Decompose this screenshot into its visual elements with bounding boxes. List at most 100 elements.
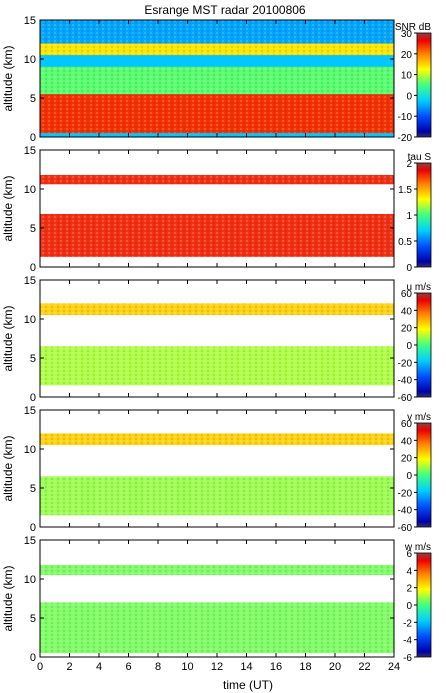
y-tick-label: 5	[30, 223, 36, 235]
y-tick-label: 10	[24, 54, 36, 66]
x-tick-label: 24	[388, 661, 400, 673]
colorbar-tick-label: 6	[406, 549, 412, 560]
colorbar-tick-label: -6	[403, 653, 412, 664]
colorbar-label: w m/s	[404, 542, 431, 553]
colorbar-tick-label: 40	[401, 436, 413, 447]
data-texture	[40, 346, 394, 386]
y-axis-label: altitude (km)	[1, 305, 15, 371]
colorbar-tick-label: 20	[401, 454, 413, 465]
colorbar-tick-label: -60	[398, 393, 413, 404]
colorbar-tick-label: -20	[398, 488, 413, 499]
data-texture	[40, 433, 394, 446]
data-texture	[40, 564, 394, 576]
x-tick-label: 0	[37, 661, 43, 673]
colorbar-tick-label: 40	[401, 306, 413, 317]
colorbar-tick-label: -2	[403, 618, 412, 629]
colorbar-tick-label: 30	[401, 29, 413, 40]
colorbar-tick-label: 0	[406, 91, 412, 102]
colorbar	[416, 422, 432, 528]
x-tick-label: 20	[329, 661, 341, 673]
panel-tau: 0 5 10 15 altitude (km) tau S 0 0.5 1 1.5 2	[1, 145, 432, 274]
y-tick-label: 5	[30, 613, 36, 625]
colorbar-label: SNR dB	[395, 22, 431, 33]
colorbar-label: u m/s	[407, 282, 431, 293]
y-axis-label: altitude (km)	[1, 45, 15, 111]
colorbar-tick-label: -20	[398, 133, 413, 144]
data-texture	[40, 174, 394, 185]
colorbar-tick-label: -4	[403, 636, 412, 647]
x-tick-label: 10	[181, 661, 193, 673]
y-tick-label: 15	[24, 275, 36, 287]
colorbar-tick-label: -10	[398, 112, 413, 123]
y-tick-label: 5	[30, 483, 36, 495]
colorbar-tick-label: 0	[406, 471, 412, 482]
colorbar-tick-label: -40	[398, 376, 413, 387]
x-tick-label: 18	[299, 661, 311, 673]
colorbar	[416, 552, 432, 658]
colorbar-tick-label: 20	[401, 50, 413, 61]
y-tick-label: 15	[24, 15, 36, 27]
x-tick-label: 4	[96, 661, 102, 673]
data-texture	[40, 303, 394, 316]
x-tick-label: 14	[240, 661, 252, 673]
colorbar	[416, 162, 432, 268]
y-tick-label: 15	[24, 405, 36, 417]
y-tick-label: 10	[24, 574, 36, 586]
x-tick-label: 8	[155, 661, 161, 673]
y-axis-label: altitude (km)	[1, 435, 15, 501]
colorbar-tick-label: 0	[406, 341, 412, 352]
y-tick-label: 15	[24, 535, 36, 547]
y-tick-label: 0	[30, 132, 36, 144]
y-tick-label: 15	[24, 145, 36, 157]
colorbar-tick-label: 4	[406, 566, 412, 577]
y-tick-label: 10	[24, 444, 36, 456]
snr-texture	[40, 66, 394, 95]
y-tick-label: 0	[30, 652, 36, 664]
snr-texture	[40, 94, 394, 134]
y-tick-label: 0	[30, 262, 36, 274]
colorbar-tick-label: 0	[406, 601, 412, 612]
y-tick-label: 10	[24, 184, 36, 196]
colorbar-label: tau S	[408, 152, 432, 163]
colorbar-tick-label: 60	[401, 289, 413, 300]
colorbar-tick-label: 2	[406, 584, 412, 595]
colorbar-tick-label: -40	[398, 506, 413, 517]
x-tick-label: 16	[270, 661, 282, 673]
colorbar-tick-label: -60	[398, 523, 413, 534]
panel-SNR: 0 5 10 15 altitude (km) SNR dB -20 -10 0 10 20 30	[1, 15, 432, 144]
y-tick-label: 0	[30, 522, 36, 534]
y-axis-label: altitude (km)	[1, 565, 15, 631]
data-texture	[40, 476, 394, 516]
colorbar-tick-label: 0	[406, 263, 412, 274]
x-tick-label: 6	[125, 661, 131, 673]
x-tick-label: 2	[66, 661, 72, 673]
x-tick-label: 12	[211, 661, 223, 673]
data-texture	[40, 213, 394, 257]
figure-title: Esrange MST radar 20100806	[144, 3, 306, 17]
y-tick-label: 10	[24, 314, 36, 326]
panel-v: 0 5 10 15 altitude (km) v m/s -60 -40 -20 0 20 40 60	[1, 405, 432, 534]
snr-texture	[40, 43, 394, 56]
panel-u: 0 5 10 15 altitude (km) u m/s -60 -40 -20 0 20 40 60	[1, 275, 432, 404]
data-texture	[40, 602, 394, 654]
colorbar-tick-label: 1	[406, 211, 412, 222]
x-axis-label: time (UT)	[223, 678, 273, 692]
y-axis-label: altitude (km)	[1, 175, 15, 241]
colorbar-tick-label: 10	[401, 71, 413, 82]
y-tick-label: 0	[30, 392, 36, 404]
y-tick-label: 5	[30, 93, 36, 105]
colorbar-tick-label: -20	[398, 358, 413, 369]
colorbar-tick-label: 2	[406, 159, 412, 170]
colorbar-label: v m/s	[407, 412, 431, 423]
colorbar-tick-label: 0.5	[398, 237, 412, 248]
colorbar-tick-label: 60	[401, 419, 413, 430]
snr-texture	[40, 20, 394, 44]
colorbar-tick-label: 1.5	[398, 185, 412, 196]
colorbar	[416, 32, 432, 138]
colorbar	[416, 292, 432, 398]
x-tick-label: 22	[358, 661, 370, 673]
colorbar-tick-label: 20	[401, 324, 413, 335]
